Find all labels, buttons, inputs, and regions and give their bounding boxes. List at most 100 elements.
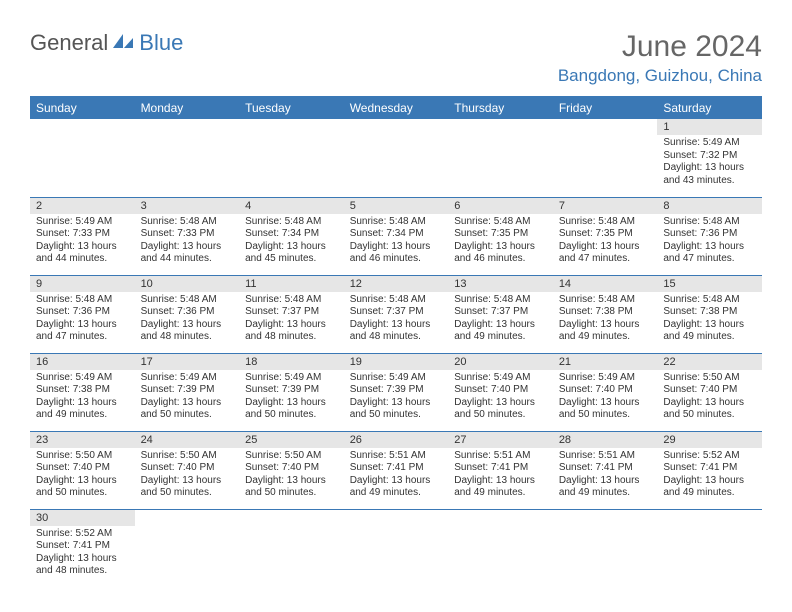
day-content: Sunrise: 5:48 AMSunset: 7:37 PMDaylight:… [448, 292, 553, 348]
day-number: 19 [344, 354, 449, 370]
sunrise-text: Sunrise: 5:50 AM [663, 372, 756, 385]
sunset-text: Sunset: 7:40 PM [663, 384, 756, 397]
sunrise-text: Sunrise: 5:50 AM [245, 450, 338, 463]
calendar-cell: 5Sunrise: 5:48 AMSunset: 7:34 PMDaylight… [344, 197, 449, 275]
day-content: Sunrise: 5:48 AMSunset: 7:34 PMDaylight:… [344, 214, 449, 270]
sunset-text: Sunset: 7:36 PM [663, 228, 756, 241]
day-content: Sunrise: 5:48 AMSunset: 7:36 PMDaylight:… [135, 292, 240, 348]
day-number: 26 [344, 432, 449, 448]
sunset-text: Sunset: 7:35 PM [559, 228, 652, 241]
sunrise-text: Sunrise: 5:52 AM [36, 528, 129, 541]
sunset-text: Sunset: 7:38 PM [559, 306, 652, 319]
day-number: 28 [553, 432, 658, 448]
day-content: Sunrise: 5:49 AMSunset: 7:39 PMDaylight:… [135, 370, 240, 426]
sunset-text: Sunset: 7:38 PM [663, 306, 756, 319]
daylight-text: and 50 minutes. [663, 409, 756, 422]
sunrise-text: Sunrise: 5:51 AM [454, 450, 547, 463]
daylight-text: Daylight: 13 hours [663, 162, 756, 175]
calendar-row: 2 Sunrise: 5:49 AMSunset: 7:33 PM Daylight… [30, 197, 762, 275]
calendar-cell: 11Sunrise: 5:48 AMSunset: 7:37 PMDayligh… [239, 275, 344, 353]
day-number: 20 [448, 354, 553, 370]
day-content: Sunrise: 5:49 AMSunset: 7:32 PMDaylight:… [657, 135, 762, 191]
daylight-text: and 44 minutes. [36, 253, 129, 266]
daylight-text: Daylight: 13 hours [141, 397, 234, 410]
sunset-text: Sunset: 7:40 PM [454, 384, 547, 397]
calendar-cell: 10Sunrise: 5:48 AMSunset: 7:36 PMDayligh… [135, 275, 240, 353]
day-content: Sunrise: 5:48 AMSunset: 7:38 PMDaylight:… [657, 292, 762, 348]
calendar-cell [657, 509, 762, 587]
calendar-row: 9Sunrise: 5:48 AMSunset: 7:36 PMDaylight… [30, 275, 762, 353]
daylight-text: and 47 minutes. [559, 253, 652, 266]
sunset-text: Sunset: 7:41 PM [454, 462, 547, 475]
day-content: Sunrise: 5:49 AMSunset: 7:40 PMDaylight:… [553, 370, 658, 426]
daylight-text: Daylight: 13 hours [663, 319, 756, 332]
calendar-cell: 6Sunrise: 5:48 AMSunset: 7:35 PMDaylight… [448, 197, 553, 275]
day-content: Sunrise: 5:48 AMSunset: 7:35 PMDaylight:… [448, 214, 553, 270]
daylight-text: Daylight: 13 hours [559, 241, 652, 254]
month-title: June 2024 [558, 30, 762, 64]
daylight-text: and 47 minutes. [36, 331, 129, 344]
daylight-text: and 49 minutes. [663, 487, 756, 500]
daylight-text: Daylight: 13 hours [663, 475, 756, 488]
day-number: 5 [344, 198, 449, 214]
daylight-text: Daylight: 13 hours [350, 397, 443, 410]
calendar-cell: 1Sunrise: 5:49 AMSunset: 7:32 PMDaylight… [657, 119, 762, 197]
calendar-cell [239, 509, 344, 587]
daylight-text: Daylight: 13 hours [350, 319, 443, 332]
calendar-row: 1Sunrise: 5:49 AMSunset: 7:32 PMDaylight… [30, 119, 762, 197]
daylight-text: and 49 minutes. [663, 331, 756, 344]
day-content: Sunrise: 5:49 AMSunset: 7:38 PMDaylight:… [30, 370, 135, 426]
header: General Blue June 2024 Bangdong, Guizhou… [30, 30, 762, 86]
calendar-cell [135, 509, 240, 587]
calendar-row: 23Sunrise: 5:50 AMSunset: 7:40 PMDayligh… [30, 431, 762, 509]
day-content: Sunrise: 5:49 AMSunset: 7:39 PMDaylight:… [344, 370, 449, 426]
day-content: Sunrise: 5:48 AMSunset: 7:37 PMDaylight:… [344, 292, 449, 348]
calendar-table: Sunday Monday Tuesday Wednesday Thursday… [30, 96, 762, 587]
sunset-text: Sunset: 7:38 PM [36, 384, 129, 397]
sunrise-text: Sunrise: 5:48 AM [559, 216, 652, 229]
daylight-text: and 48 minutes. [36, 565, 129, 578]
day-number: 4 [239, 198, 344, 214]
day-number: 22 [657, 354, 762, 370]
daylight-text: Daylight: 13 hours [559, 319, 652, 332]
day-header-row: Sunday Monday Tuesday Wednesday Thursday… [30, 97, 762, 120]
sunrise-text: Sunrise: 5:48 AM [350, 294, 443, 307]
calendar-cell [553, 509, 658, 587]
daylight-text: Daylight: 13 hours [350, 241, 443, 254]
day-number: 25 [239, 432, 344, 448]
daylight-text: Daylight: 13 hours [36, 397, 129, 410]
day-number: 29 [657, 432, 762, 448]
daylight-text: and 48 minutes. [350, 331, 443, 344]
day-content: Sunrise: 5:49 AMSunset: 7:40 PMDaylight:… [448, 370, 553, 426]
sunrise-text: Sunrise: 5:48 AM [663, 216, 756, 229]
day-number: 2 [30, 198, 135, 214]
day-content: Sunrise: 5:48 AMSunset: 7:36 PMDaylight:… [30, 292, 135, 348]
daylight-text: and 50 minutes. [350, 409, 443, 422]
logo-text-general: General [30, 30, 108, 56]
day-header: Wednesday [344, 97, 449, 120]
sunset-text: Sunset: 7:32 PM [663, 150, 756, 163]
daylight-text: and 50 minutes. [454, 409, 547, 422]
daylight-text: and 48 minutes. [141, 331, 234, 344]
sunset-text: Sunset: 7:33 PM [36, 228, 129, 241]
day-header: Monday [135, 97, 240, 120]
daylight-text: and 48 minutes. [245, 331, 338, 344]
daylight-text: Daylight: 13 hours [245, 319, 338, 332]
daylight-text: Daylight: 13 hours [454, 319, 547, 332]
day-content: Sunrise: 5:48 AMSunset: 7:36 PMDaylight:… [657, 214, 762, 270]
sunrise-text: Sunrise: 5:49 AM [36, 216, 129, 229]
logo-text-blue: Blue [139, 30, 183, 56]
sunrise-text: Sunrise: 5:48 AM [559, 294, 652, 307]
day-content: Sunrise: 5:52 AMSunset: 7:41 PMDaylight:… [30, 526, 135, 582]
daylight-text: Daylight: 13 hours [141, 475, 234, 488]
day-number: 7 [553, 198, 658, 214]
sunrise-text: Sunrise: 5:48 AM [350, 216, 443, 229]
daylight-text: Daylight: 13 hours [454, 475, 547, 488]
day-number: 8 [657, 198, 762, 214]
day-header: Thursday [448, 97, 553, 120]
calendar-cell: 12Sunrise: 5:48 AMSunset: 7:37 PMDayligh… [344, 275, 449, 353]
sunset-text: Sunset: 7:40 PM [559, 384, 652, 397]
sunset-text: Sunset: 7:36 PM [36, 306, 129, 319]
calendar-cell: 15Sunrise: 5:48 AMSunset: 7:38 PMDayligh… [657, 275, 762, 353]
day-number: 23 [30, 432, 135, 448]
